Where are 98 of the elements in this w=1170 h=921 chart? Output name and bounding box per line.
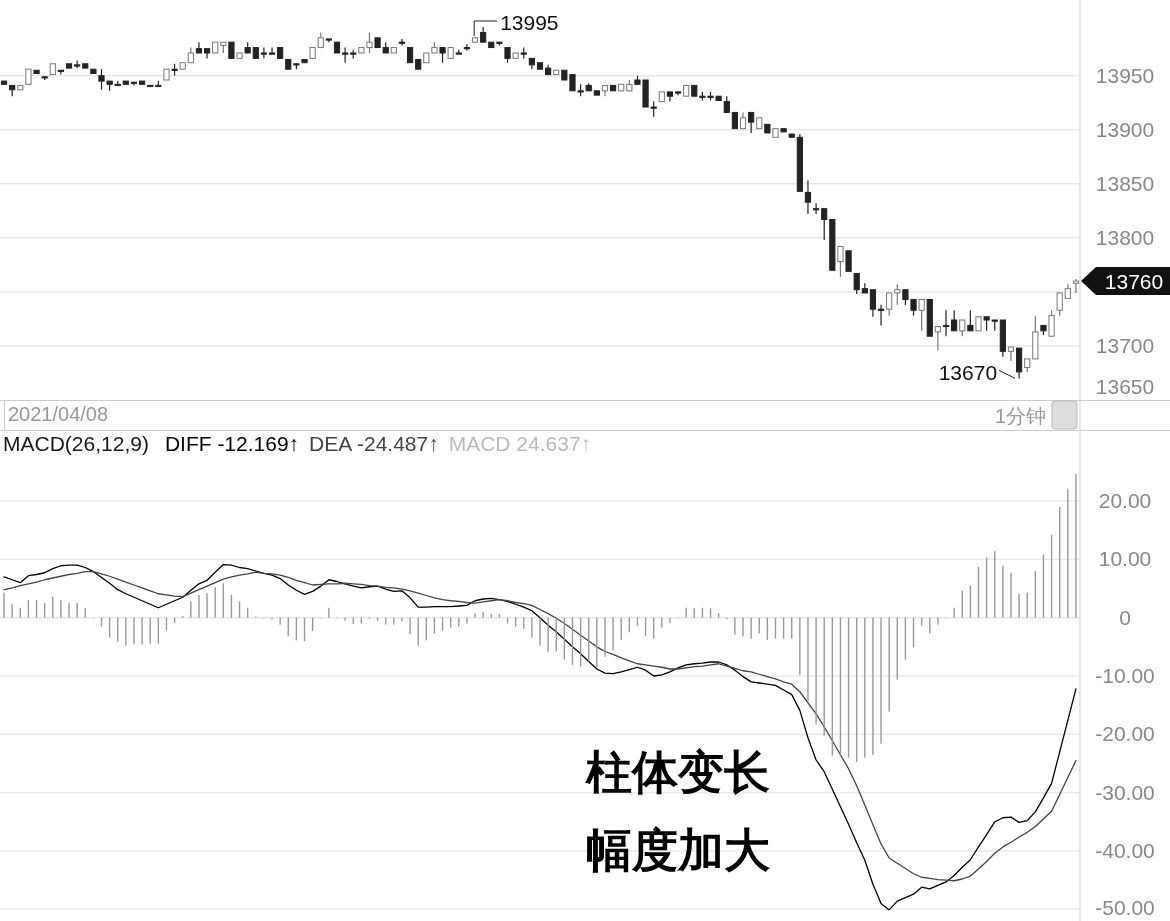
candlestick bbox=[788, 133, 795, 138]
candlestick bbox=[869, 289, 877, 318]
candlestick bbox=[17, 84, 24, 91]
candlestick bbox=[244, 41, 251, 54]
candlestick bbox=[780, 128, 787, 133]
y-tick-label: 0 bbox=[1119, 605, 1131, 629]
candlestick bbox=[268, 46, 276, 55]
candlestick bbox=[601, 84, 609, 97]
candlestick bbox=[1064, 283, 1071, 299]
candlestick bbox=[666, 91, 674, 103]
y-tick-label: 13900 bbox=[1095, 117, 1155, 141]
y-tick-label: -50.00 bbox=[1095, 896, 1155, 919]
candlestick bbox=[390, 47, 397, 54]
candlestick bbox=[764, 123, 771, 134]
text: 13760 bbox=[1104, 270, 1164, 294]
annotation: 幅度加大 bbox=[586, 824, 770, 876]
candlestick bbox=[1048, 309, 1055, 337]
candlestick bbox=[325, 38, 332, 43]
candlestick bbox=[772, 128, 779, 138]
candlestick bbox=[739, 111, 747, 130]
y-tick-label: -20.00 bbox=[1095, 722, 1155, 746]
candlestick bbox=[609, 84, 617, 92]
candlestick bbox=[658, 91, 665, 103]
candlestick bbox=[1007, 346, 1015, 362]
candlestick bbox=[821, 208, 828, 241]
y-tick-label: -10.00 bbox=[1095, 664, 1155, 687]
candlestick bbox=[228, 41, 235, 59]
candlestick bbox=[845, 250, 852, 272]
candlestick bbox=[277, 47, 284, 59]
y-tick-label: 10.00 bbox=[1098, 547, 1152, 571]
candlestick bbox=[545, 64, 552, 76]
y-tick-label: 13700 bbox=[1095, 333, 1155, 357]
candlestick bbox=[195, 41, 203, 54]
candlestick bbox=[301, 58, 308, 64]
candlestick bbox=[179, 62, 186, 70]
candlestick bbox=[65, 63, 73, 69]
candlestick bbox=[25, 68, 32, 85]
y-tick-label: 13850 bbox=[1095, 171, 1155, 195]
candlestick bbox=[804, 179, 812, 215]
candlestick bbox=[674, 91, 682, 96]
candlestick bbox=[0, 80, 8, 85]
annotation: 13670 bbox=[938, 361, 998, 385]
annotation: 柱体变长 bbox=[584, 746, 770, 798]
candlestick bbox=[756, 117, 763, 130]
y-tick-label: -30.00 bbox=[1095, 780, 1155, 804]
candlestick bbox=[333, 41, 341, 54]
candlestick bbox=[342, 46, 349, 64]
candlestick bbox=[618, 83, 625, 92]
candlestick bbox=[504, 47, 511, 64]
candlestick bbox=[471, 37, 479, 43]
candlestick bbox=[147, 84, 154, 88]
candlestick bbox=[1056, 292, 1063, 317]
candlestick bbox=[553, 69, 560, 76]
candlestick bbox=[415, 58, 422, 70]
candlestick bbox=[49, 63, 56, 76]
candlestick bbox=[731, 111, 738, 130]
candlestick bbox=[139, 80, 146, 85]
candlestick bbox=[512, 52, 519, 59]
text: 1分钟 bbox=[994, 405, 1046, 427]
annotation: 13995 bbox=[500, 11, 559, 35]
candlestick bbox=[252, 47, 259, 59]
candlestick bbox=[723, 95, 730, 113]
candlestick bbox=[163, 68, 170, 81]
candlestick bbox=[260, 46, 268, 59]
candlestick bbox=[122, 80, 129, 85]
candlestick bbox=[926, 298, 933, 337]
y-tick-label: -40.00 bbox=[1095, 839, 1155, 862]
candlestick bbox=[748, 111, 755, 134]
candlestick bbox=[33, 69, 40, 75]
candlestick bbox=[309, 47, 316, 59]
candlestick bbox=[999, 319, 1006, 358]
candlestick bbox=[975, 316, 982, 332]
candlestick bbox=[918, 298, 925, 332]
candlestick bbox=[447, 47, 454, 59]
y-tick-label: 13950 bbox=[1095, 63, 1155, 87]
candlestick bbox=[406, 47, 414, 64]
y-tick-label: 13800 bbox=[1095, 225, 1155, 249]
candlestick bbox=[1072, 278, 1080, 294]
candlestick bbox=[212, 41, 219, 54]
text: 2021/04/08 bbox=[8, 403, 109, 425]
y-tick-label: 13650 bbox=[1095, 375, 1155, 398]
candlestick bbox=[317, 31, 324, 49]
candlestick bbox=[683, 84, 690, 97]
candlestick bbox=[536, 62, 544, 70]
candlestick bbox=[951, 309, 958, 332]
y-tick-label: 20.00 bbox=[1098, 489, 1152, 512]
candlestick bbox=[934, 325, 941, 351]
candlestick bbox=[203, 48, 211, 59]
candlestick bbox=[593, 90, 600, 96]
candlestick bbox=[90, 68, 97, 75]
candlestick bbox=[861, 282, 868, 294]
candlestick bbox=[528, 57, 535, 70]
candlestick bbox=[74, 59, 81, 69]
candlestick bbox=[82, 63, 89, 69]
candlestick bbox=[1016, 347, 1023, 379]
candlestick bbox=[829, 218, 836, 271]
header: MACD(26,12,9) DIFF -12.169↑ DEA -24.487↑ MACD 24.637↑ bbox=[3, 432, 592, 455]
candlestick bbox=[236, 52, 243, 59]
